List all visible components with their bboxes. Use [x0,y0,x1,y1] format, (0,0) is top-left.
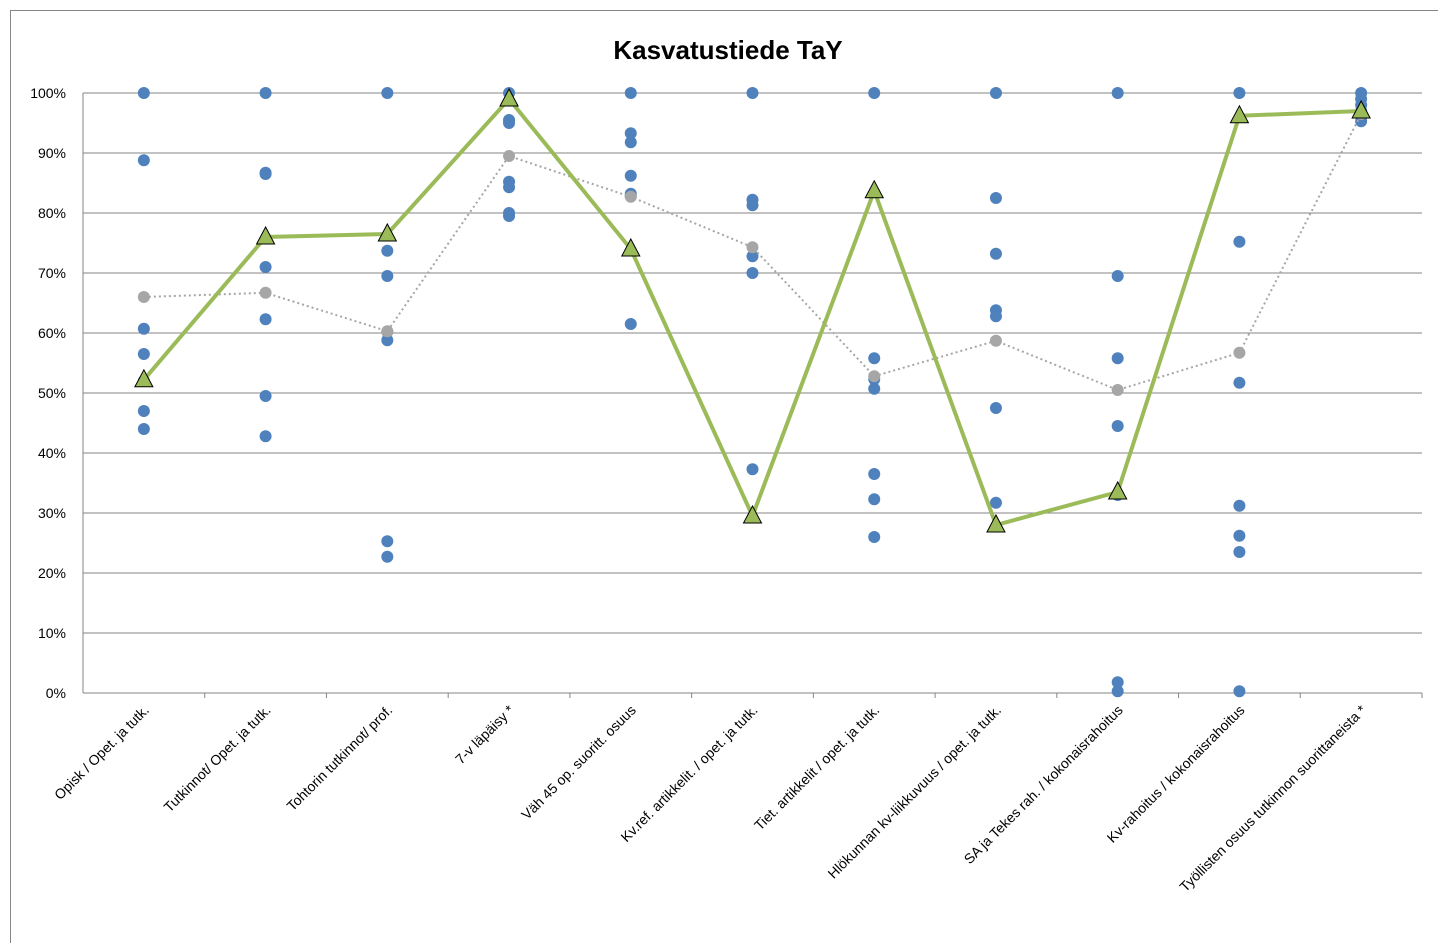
y-tick-label: 80% [38,205,66,221]
dot [259,390,272,402]
dot [868,531,881,543]
mean-marker [1111,384,1124,396]
dot [381,270,394,282]
dot [989,402,1002,414]
dot [746,250,759,263]
triangle-marker [986,513,1006,533]
triangle-marker [1229,104,1250,124]
dot [1233,376,1246,389]
dot [989,247,1002,260]
y-tick-label: 10% [38,625,66,641]
triangle-marker [1351,99,1371,119]
dot [503,117,516,129]
dot [1111,270,1124,282]
dot [381,535,394,548]
dot [137,423,150,435]
dot [1233,499,1246,512]
dot [381,87,394,99]
mean-line [143,113,1363,392]
y-tick-label: 20% [38,565,66,581]
dot [259,261,272,273]
dot [746,463,759,476]
triangle-marker [742,504,763,524]
dot [868,468,881,480]
dot [381,334,394,347]
dot [1111,676,1124,689]
dot [989,310,1002,323]
dot [1111,420,1124,432]
dot [381,244,394,257]
dot [503,181,516,194]
dot [746,267,759,279]
dot [624,318,637,330]
triangle-marker [134,368,154,388]
dot [1111,352,1124,365]
dot [746,199,759,212]
dot [989,87,1002,99]
triangle-marker [255,225,276,245]
mean-marker [503,150,516,162]
dot [868,352,881,365]
triangle-marker [864,179,885,199]
dot [1111,685,1124,698]
triangle-marker [620,237,641,257]
triangle-marker [1107,480,1128,500]
dot [1233,235,1246,248]
dot [137,348,150,360]
y-tick-label: 0% [46,685,66,701]
mean-marker [989,334,1002,347]
dot [259,166,272,179]
mean-marker [746,241,759,254]
chart-title: Kasvatustiede TaY [613,35,842,65]
dot [624,169,637,182]
dot [137,154,150,167]
triangle-marker [377,222,398,242]
dot [137,87,150,99]
mean-marker [259,286,272,299]
chart-border [10,10,1438,943]
mean-marker [381,325,394,338]
y-tick-label: 100% [30,85,66,101]
dot [381,550,394,563]
y-tick-label: 40% [38,445,66,461]
dot [868,382,881,395]
dot [1233,546,1246,558]
dot [1233,87,1246,99]
dot [1111,87,1124,99]
y-tick-label: 70% [38,265,66,281]
mean-marker [137,291,150,303]
dot [259,430,272,443]
mean-marker [868,370,881,383]
dot [868,493,881,506]
dot [259,87,272,99]
dot [989,496,1002,509]
y-tick-label: 60% [38,325,66,341]
y-tick-label: 90% [38,145,66,161]
y-tick-label: 30% [38,505,66,521]
mean-marker [1233,346,1246,359]
dot [137,405,150,417]
dot [989,192,1002,204]
dot [624,136,637,149]
dot [868,87,881,99]
dot [1233,529,1246,542]
dot [624,87,637,99]
dot [624,127,637,140]
mean-marker [624,190,637,203]
dot [746,87,759,99]
dot [137,322,150,335]
triangle-marker [499,87,519,107]
y-tick-label: 50% [38,385,66,401]
dot [503,210,516,222]
dot [259,313,272,326]
dot [1233,685,1246,698]
